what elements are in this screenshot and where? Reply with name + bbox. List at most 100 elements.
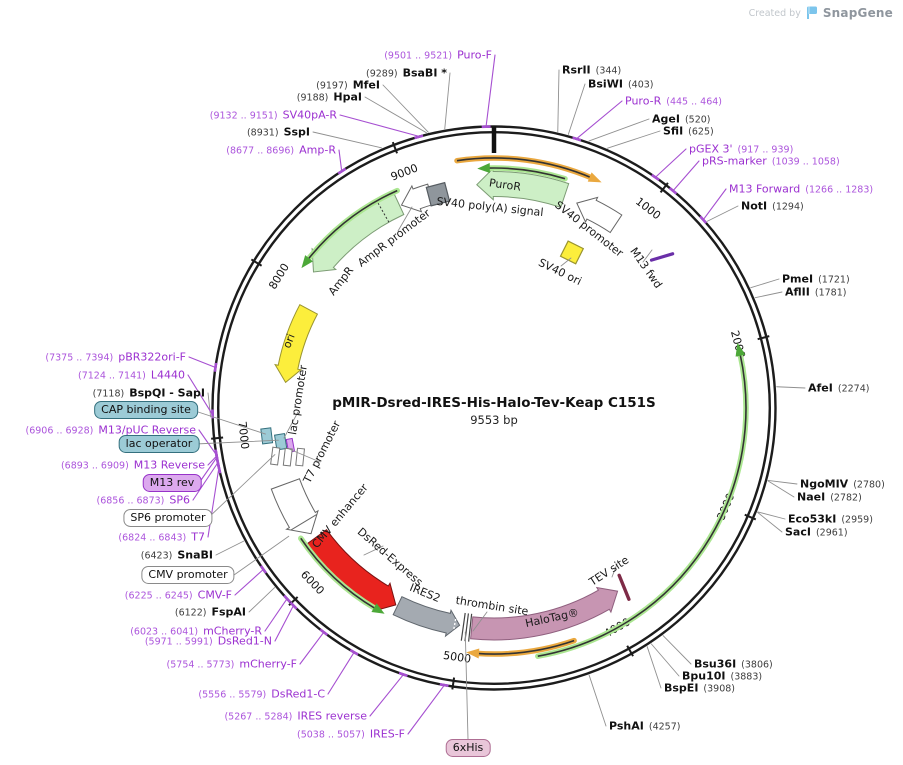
primer-label-L4440[interactable]: (7124 .. 7141) L4440 — [78, 369, 185, 381]
primer-label-SP6[interactable]: (6856 .. 6873) SP6 — [97, 494, 190, 506]
primer-label-M13/pUC Reverse[interactable]: (6906 .. 6928) M13/pUC Reverse — [26, 424, 196, 436]
enzyme-name: SspI — [283, 125, 310, 139]
enzyme-label-AfeI[interactable]: AfeI (2274) — [808, 382, 869, 394]
enzyme-label-BsiWI[interactable]: BsiWI (403) — [588, 78, 653, 90]
t7-promoter-slat[interactable] — [270, 446, 281, 466]
cap-binding-site-box[interactable] — [260, 427, 274, 445]
enzyme-name: SnaBI — [177, 548, 213, 562]
primer-tick-DsRed1-C — [349, 648, 359, 656]
enzyme-label-AgeI[interactable]: AgeI (520) — [652, 113, 711, 125]
puror-arrow[interactable] — [476, 167, 570, 208]
primer-name: mCherry-F — [239, 657, 297, 671]
promoter-slat[interactable] — [295, 447, 305, 467]
primer-line-mCherry-F — [299, 632, 325, 665]
enzyme-label-Bsu36I[interactable]: Bsu36I (3806) — [694, 658, 773, 670]
sv40-polya-box[interactable] — [425, 181, 451, 207]
primer-label-SV40pA-R[interactable]: (9132 .. 9151) SV40pA-R — [210, 109, 337, 121]
primer-name: DsRed1-N — [217, 634, 272, 648]
tick-label-6000: 6000 — [298, 568, 327, 597]
enzyme-label-PshAI[interactable]: PshAI (4257) — [609, 720, 680, 732]
enzyme-line-NotI — [706, 205, 739, 222]
primer-label-IRES-F[interactable]: (5038 .. 5057) IRES-F — [297, 728, 405, 740]
tick-label-5000: 5000 — [442, 649, 472, 666]
orf-arc-ampr-core — [307, 189, 398, 261]
primer-range: (6824 .. 6843) — [118, 532, 187, 544]
enzyme-line-BspEI — [646, 646, 662, 689]
enzyme-label-PmeI[interactable]: PmeI (1721) — [782, 273, 850, 285]
primer-label-Puro-R[interactable]: Puro-R (445 .. 464) — [625, 95, 722, 107]
primer-label-T7[interactable]: (6824 .. 6843) T7 — [118, 531, 205, 543]
orf-arc-top-reverse-core — [487, 167, 566, 180]
primer-label-Puro-F[interactable]: (9501 .. 9521) Puro-F — [384, 49, 492, 61]
enzyme-label-SacI[interactable]: SacI (2961) — [785, 526, 848, 538]
primer-label-DsRed1-N[interactable]: (5971 .. 5991) DsRed1-N — [145, 635, 272, 647]
enzyme-name: SacI — [785, 525, 811, 539]
enzyme-label-BspQI - SapI[interactable]: (7118) BspQI - SapI — [93, 387, 205, 399]
primer-label-M13 Reverse[interactable]: (6893 .. 6909) M13 Reverse — [61, 459, 205, 471]
enzyme-label-RsrII[interactable]: RsrII (344) — [562, 64, 621, 76]
enzyme-line-RsrII — [557, 69, 560, 133]
primer-label-pBR322ori-F[interactable]: (7375 .. 7394) pBR322ori-F — [45, 351, 186, 363]
plasmid-length: 9553 bp — [470, 413, 518, 427]
enzyme-label-SfiI[interactable]: SfiI (625) — [663, 125, 714, 137]
enzyme-pos: (9289) — [365, 68, 398, 80]
primer-line-CMV-F — [234, 569, 264, 596]
primer-label-mCherry-F[interactable]: (5754 .. 5773) mCherry-F — [167, 658, 297, 670]
halotag-arrow[interactable] — [470, 586, 619, 641]
enzyme-name: BsaBI * — [402, 66, 447, 80]
enzyme-label-NaeI[interactable]: NaeI (2782) — [797, 491, 862, 503]
primer-range: (1266 .. 1283) — [805, 184, 874, 196]
primer-label-M13 Forward[interactable]: M13 Forward (1266 .. 1283) — [729, 183, 873, 195]
primer-line-Puro-F — [485, 54, 496, 127]
tick-label-9000: 9000 — [389, 161, 420, 183]
ires2-arrow[interactable] — [392, 596, 461, 638]
primer-label-DsRed1-C[interactable]: (5556 .. 5579) DsRed1-C — [198, 688, 325, 700]
orf-arc-top-forward-head — [587, 172, 602, 183]
tev-site-marker[interactable] — [617, 573, 631, 601]
ori-arrow[interactable] — [274, 304, 319, 384]
boxed-label-6xHis[interactable]: 6xHis — [445, 738, 491, 758]
enzyme-name: Bpu10I — [682, 669, 726, 683]
primer-label-IRES reverse[interactable]: (5267 .. 5284) IRES reverse — [224, 710, 367, 722]
enzyme-label-SnaBI[interactable]: (6423) SnaBI — [141, 549, 213, 561]
primer-label-pRS-marker[interactable]: pRS-marker (1039 .. 1058) — [702, 155, 840, 167]
enzyme-label-NotI[interactable]: NotI (1294) — [741, 200, 804, 212]
enzyme-label-NgoMIV[interactable]: NgoMIV (2780) — [800, 478, 885, 490]
m13-fwd-marker[interactable] — [649, 252, 675, 262]
primer-label-CMV-F[interactable]: (6225 .. 6245) CMV-F — [125, 589, 232, 601]
watermark-brand: SnapGene — [822, 6, 893, 20]
enzyme-label-FspAI[interactable]: (6122) FspAI — [175, 606, 246, 618]
enzyme-label-MfeI[interactable]: (9197) MfeI — [316, 79, 380, 91]
enzyme-label-BsaBI *[interactable]: (9289) BsaBI * — [366, 67, 447, 79]
boxed-label-CMV-promoter[interactable]: CMV promoter — [141, 565, 235, 585]
enzyme-label-Bpu10I[interactable]: Bpu10I (3883) — [682, 670, 762, 682]
enzyme-label-SspI[interactable]: (8931) SspI — [247, 126, 310, 138]
enzyme-pos: (3908) — [703, 683, 736, 695]
feature-connector-5 — [472, 611, 488, 632]
enzyme-label-HpaI[interactable]: (9188) HpaI — [297, 91, 362, 103]
tick-mark-3000 — [744, 513, 757, 521]
enzyme-label-AflII[interactable]: AflII (1781) — [785, 286, 846, 298]
thrombin-hatch-0 — [468, 613, 473, 642]
primer-label-mCherry-R[interactable]: (6023 .. 6041) mCherry-R — [130, 625, 262, 637]
boxed-label-M13-rev[interactable]: M13 rev — [142, 473, 202, 493]
ires2-divider — [452, 614, 458, 634]
primer-label-pGEX 3'[interactable]: pGEX 3' (917 .. 939) — [689, 143, 793, 155]
enzyme-name: RsrII — [562, 63, 591, 77]
sp6-promoter-slat[interactable] — [282, 447, 293, 467]
sv40-ori-box[interactable] — [559, 240, 585, 265]
boxed-label-lac-operator[interactable]: lac operator — [118, 434, 200, 454]
enzyme-label-Eco53kI[interactable]: Eco53kI (2959) — [788, 513, 873, 525]
primer-label-Amp-R[interactable]: (8677 .. 8696) Amp-R — [226, 144, 336, 156]
primer-range: (9132 .. 9151) — [209, 110, 278, 122]
boxed-label-SP6-promoter[interactable]: SP6 promoter — [123, 508, 213, 528]
enzyme-line-PshAI — [588, 674, 607, 727]
enzyme-line-MfeI — [382, 84, 429, 133]
enzyme-label-BspEI[interactable]: BspEI (3908) — [664, 682, 735, 694]
enzyme-line-AfeI — [776, 386, 806, 389]
enzyme-line-Eco53kI — [757, 511, 786, 520]
boxed-label-CAP-binding-site[interactable]: CAP binding site — [94, 400, 198, 420]
cmv-enhancer-band[interactable] — [270, 478, 319, 535]
enzyme-pos: (3806) — [741, 659, 773, 671]
sv40-promoter-arrow[interactable] — [576, 196, 623, 234]
